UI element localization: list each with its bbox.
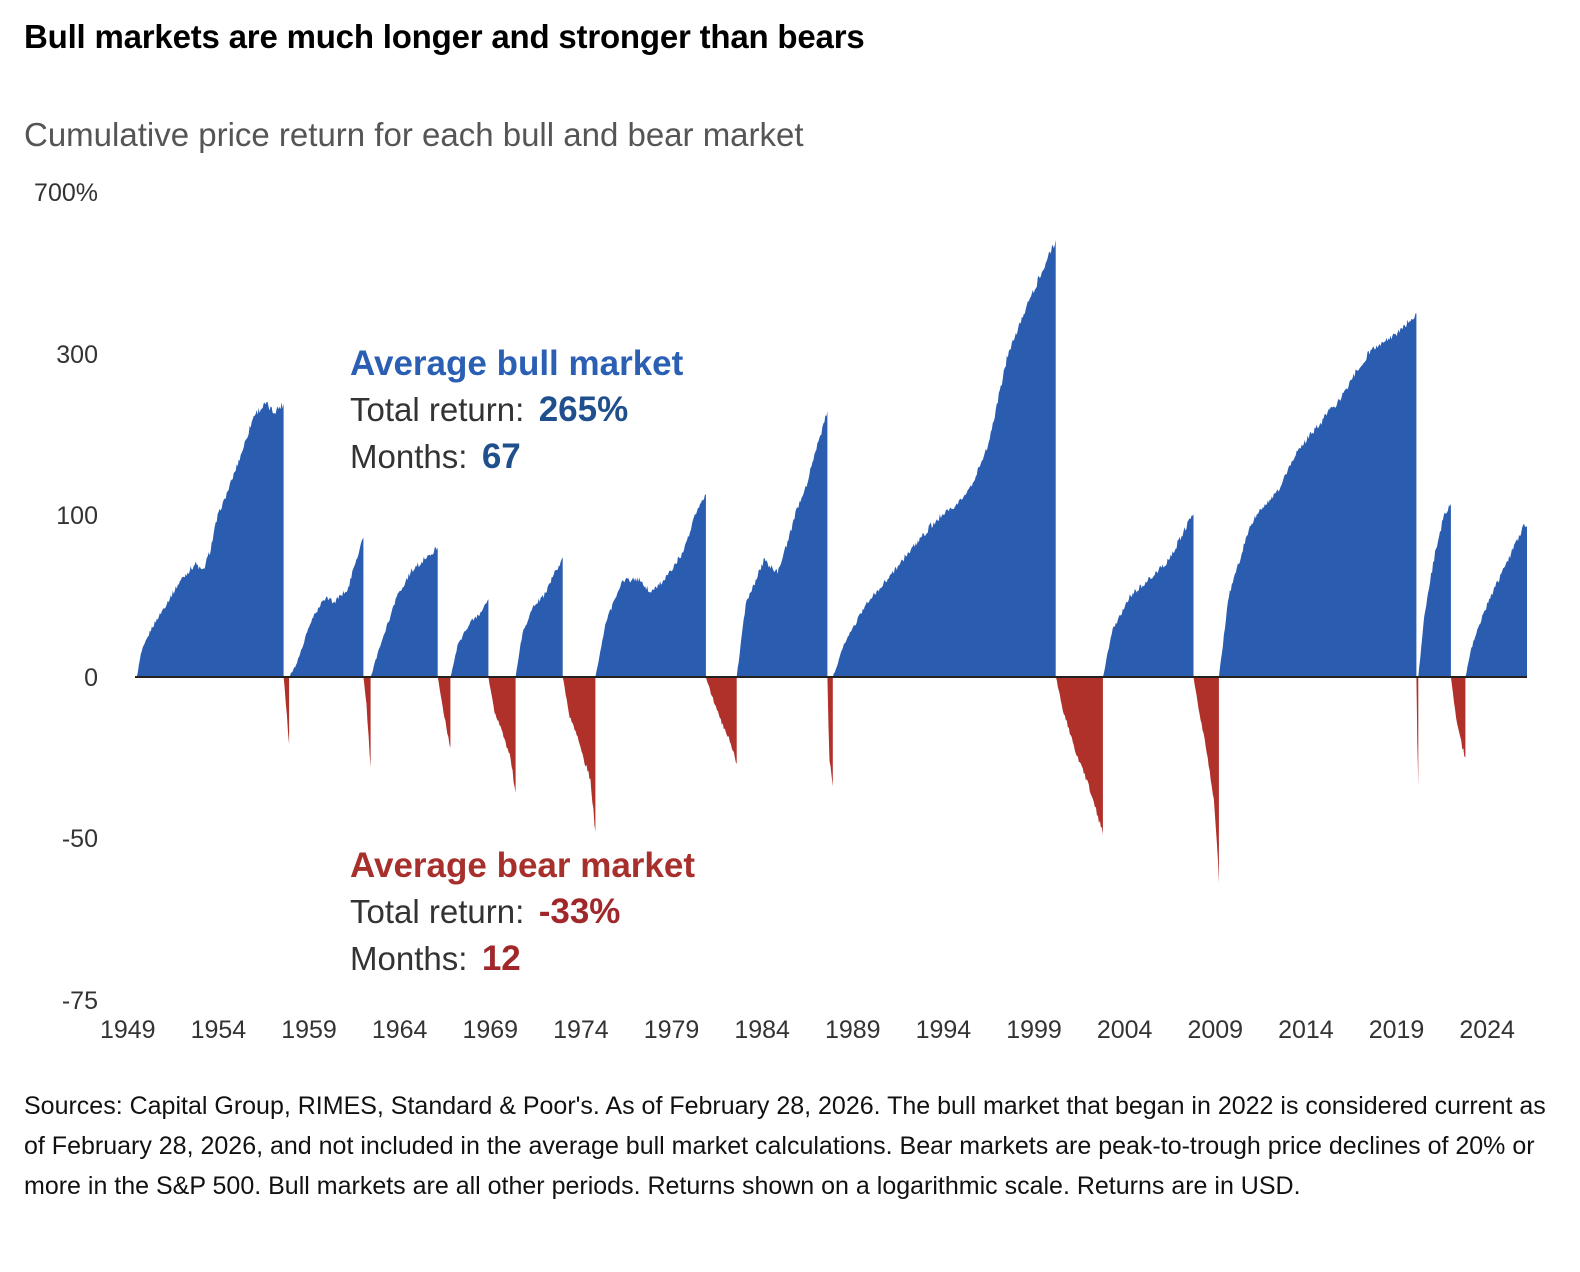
y-tick-label: 300 (56, 341, 98, 369)
annotation-bear-months-row: Months: 12 (350, 939, 521, 978)
x-tick-label: 1979 (644, 1016, 700, 1044)
x-tick-label: 1969 (462, 1016, 518, 1044)
bear-market-area (1416, 677, 1419, 787)
annotation-bear-months-value: 12 (482, 939, 521, 978)
chart-title: Bull markets are much longer and stronge… (24, 18, 865, 55)
x-tick-label: 2009 (1187, 1016, 1243, 1044)
bull-market-area (736, 411, 828, 677)
bear-market-area (1055, 677, 1103, 835)
x-tick-label: 1959 (281, 1016, 337, 1044)
annotation-bull-months-row: Months: 67 (350, 437, 521, 476)
y-tick-label: 0 (84, 664, 98, 692)
x-tick-label: 1999 (1006, 1016, 1062, 1044)
y-axis: 700% 300 100 0 -50 -75 (34, 179, 98, 1015)
bear-market-area (1450, 677, 1466, 758)
x-tick-label: 2004 (1097, 1016, 1153, 1044)
annotation-bear-return-value: -33% (539, 892, 621, 931)
bear-market-area (488, 677, 516, 793)
bull-market-area (450, 599, 489, 677)
bull-market-area (1102, 514, 1194, 677)
y-tick-label: -75 (62, 987, 98, 1015)
x-tick-label: 1949 (100, 1016, 156, 1044)
bull-market-area (515, 557, 563, 677)
annotation-bear-return-label: Total return: (350, 893, 524, 930)
bull-market-area (1465, 523, 1527, 677)
x-tick-label: 1964 (372, 1016, 428, 1044)
x-tick-label: 2014 (1278, 1016, 1334, 1044)
x-tick-label: 1974 (553, 1016, 609, 1044)
bull-market-area (595, 494, 706, 677)
annotation-bull-months-value: 67 (482, 437, 521, 476)
bear-market-area (562, 677, 596, 832)
annotation-bull: Average bull market Total return: 265% M… (350, 344, 684, 476)
x-tick-label: 2024 (1459, 1016, 1515, 1044)
chart-subtitle: Cumulative price return for each bull an… (24, 116, 804, 153)
x-axis: 1949 1954 1959 1964 1969 1974 1979 1984 1989 1994… (100, 1016, 1515, 1044)
y-tick-label: -50 (62, 825, 98, 853)
x-tick-label: 2019 (1369, 1016, 1425, 1044)
annotation-bull-title: Average bull market (350, 344, 684, 383)
annotation-bear-title: Average bear market (350, 846, 695, 885)
footnote: Sources: Capital Group, RIMES, Standard … (24, 1092, 1546, 1200)
plot-area (136, 239, 1527, 884)
bull-market-area (1218, 313, 1417, 677)
bear-market-area (705, 677, 737, 764)
bull-market-area (370, 547, 438, 677)
x-tick-label: 1954 (191, 1016, 247, 1044)
bear-market-area (283, 677, 290, 745)
bear-market-area (827, 677, 833, 787)
y-tick-label: 100 (56, 502, 98, 530)
annotation-bear: Average bear market Total return: -33% M… (350, 846, 695, 978)
annotation-bull-return-value: 265% (539, 390, 629, 429)
annotation-bull-return-label: Total return: (350, 391, 524, 428)
x-tick-label: 1994 (916, 1016, 972, 1044)
annotation-bull-return-row: Total return: 265% (350, 390, 628, 429)
x-tick-label: 1984 (734, 1016, 790, 1044)
chart: Cumulative price return for each bull an… (24, 116, 1527, 1044)
bull-market-area (832, 239, 1056, 678)
bull-market-area (1418, 503, 1451, 677)
bear-market-area (437, 677, 451, 748)
bear-market-area (363, 677, 371, 768)
annotation-bear-months-label: Months: (350, 940, 467, 977)
bear-market-area (1193, 677, 1219, 884)
x-tick-label: 1989 (825, 1016, 881, 1044)
annotation-bear-return-row: Total return: -33% (350, 892, 620, 931)
y-tick-label: 700% (34, 179, 98, 207)
bull-market-area (289, 537, 364, 677)
bull-market-area (136, 401, 284, 677)
annotation-bull-months-label: Months: (350, 438, 467, 475)
